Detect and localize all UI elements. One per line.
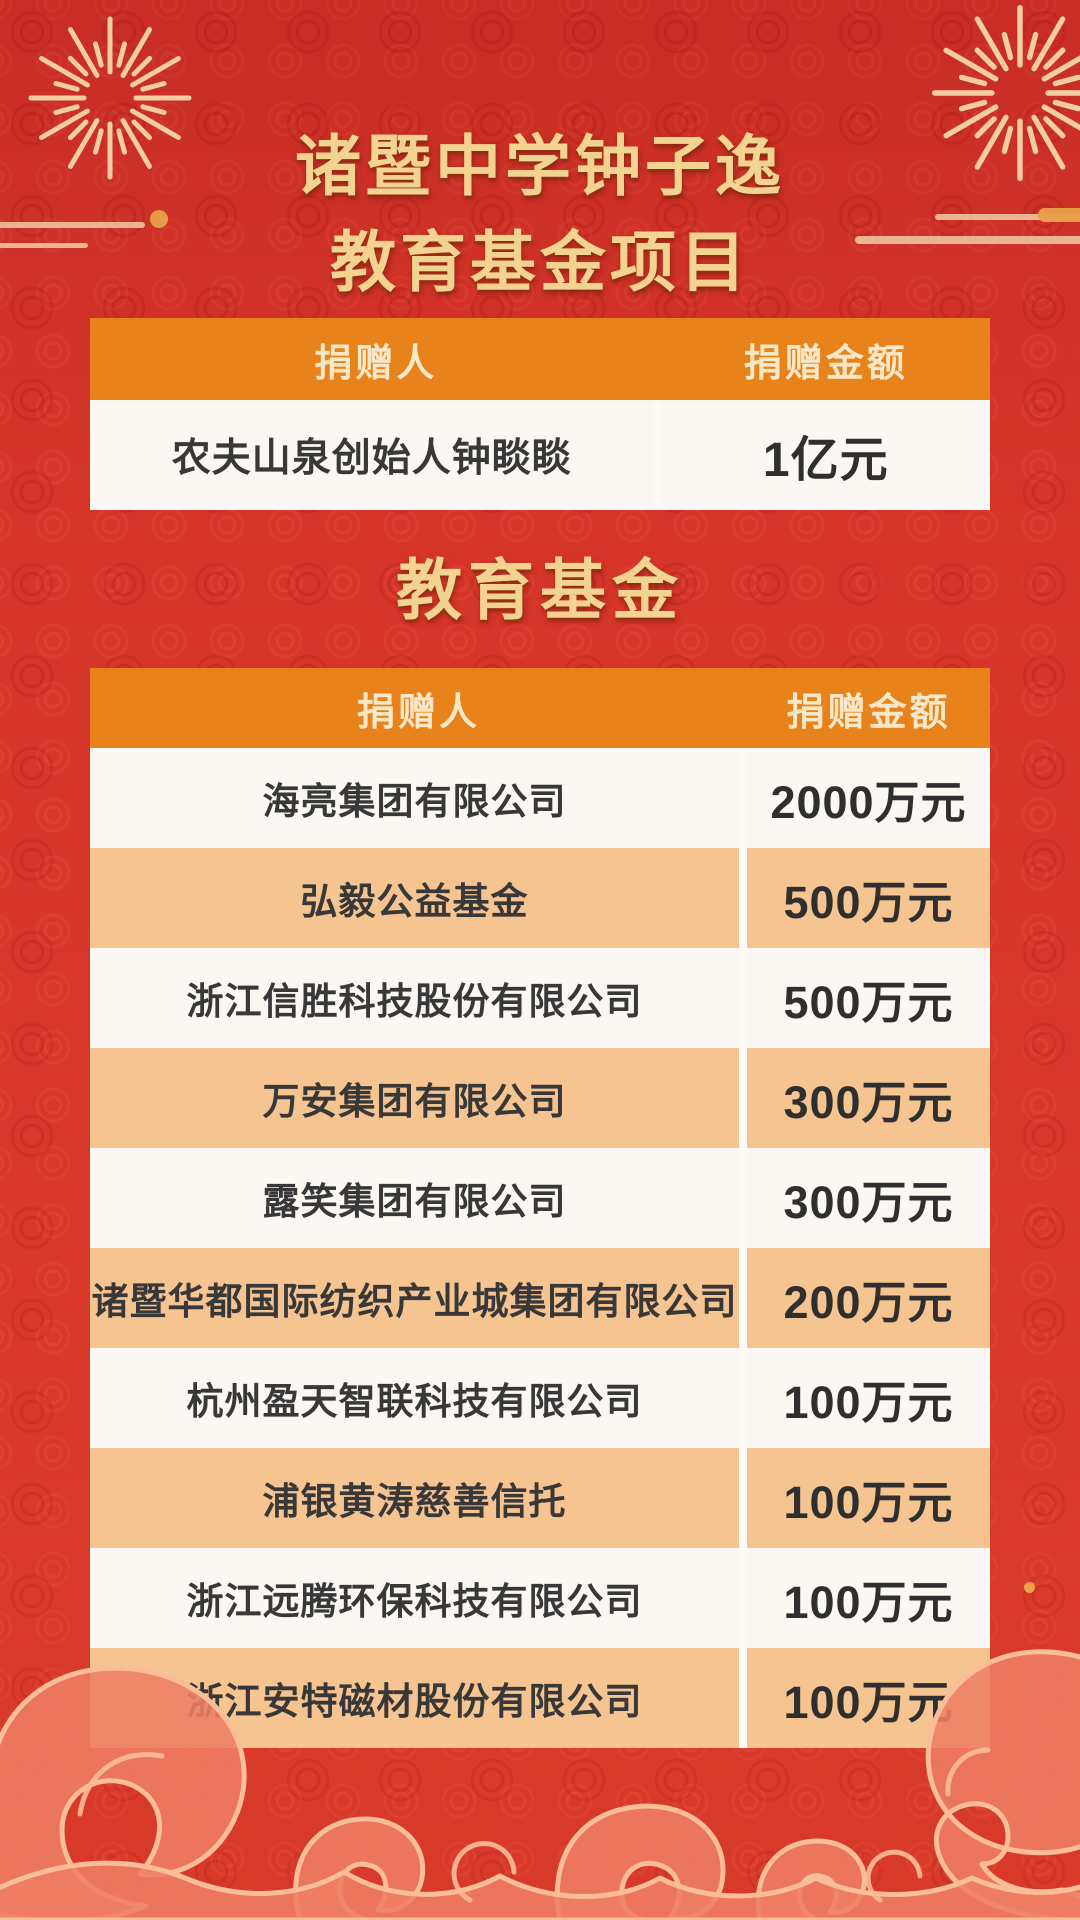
donor-cell: 浙江信胜科技股份有限公司 <box>90 948 739 1048</box>
table-row: 万安集团有限公司 300万元 <box>90 1048 990 1148</box>
fund-table-header: 捐赠人 捐赠金额 <box>90 668 990 748</box>
table-row: 海亮集团有限公司 2000万元 <box>90 748 990 848</box>
donor-cell: 万安集团有限公司 <box>90 1048 739 1148</box>
gold-spark-icon <box>1024 1582 1035 1593</box>
table-row: 农夫山泉创始人钟睒睒 1亿元 <box>90 400 990 510</box>
donor-cell: 浙江远腾环保科技有限公司 <box>90 1548 739 1648</box>
donor-cell: 农夫山泉创始人钟睒睒 <box>90 400 654 510</box>
page-title: 诸暨中学钟子逸 教育基金项目 <box>0 118 1080 310</box>
donor-cell: 海亮集团有限公司 <box>90 748 739 848</box>
amount-cell: 500万元 <box>747 848 990 948</box>
header-donor-label: 捐赠人 <box>356 691 480 734</box>
cloud-band-left-icon <box>0 222 145 228</box>
donor-cell: 杭州盈天智联科技有限公司 <box>90 1348 739 1448</box>
donor-cell: 诸暨华都国际纺织产业城集团有限公司 <box>90 1248 739 1348</box>
table-row: 弘毅公益基金 500万元 <box>90 848 990 948</box>
amount-cell: 300万元 <box>747 1148 990 1248</box>
cloud-gold-capsule-icon <box>1038 208 1080 222</box>
table-row: 杭州盈天智联科技有限公司 100万元 <box>90 1348 990 1448</box>
project-table: 捐赠人 捐赠金额 农夫山泉创始人钟睒睒 1亿元 <box>90 318 990 510</box>
amount-cell: 100万元 <box>747 1348 990 1448</box>
table-row: 露笑集团有限公司 300万元 <box>90 1148 990 1248</box>
table-row: 浙江远腾环保科技有限公司 100万元 <box>90 1548 990 1648</box>
table-row: 浙江信胜科技股份有限公司 500万元 <box>90 948 990 1048</box>
table-row: 浦银黄涛慈善信托 100万元 <box>90 1448 990 1548</box>
donor-cell: 露笑集团有限公司 <box>90 1148 739 1248</box>
title-line-2: 教育基金项目 <box>330 223 750 301</box>
donor-cell: 浦银黄涛慈善信托 <box>90 1448 739 1548</box>
waves-icon <box>0 1649 1080 1920</box>
header-donor-label: 捐赠人 <box>314 342 438 385</box>
fund-table: 捐赠人 捐赠金额 海亮集团有限公司 2000万元 弘毅公益基金 500万元 浙江… <box>90 668 990 1748</box>
project-table-header: 捐赠人 捐赠金额 <box>90 318 990 400</box>
amount-cell: 300万元 <box>747 1048 990 1148</box>
amount-cell: 200万元 <box>747 1248 990 1348</box>
table-row: 诸暨华都国际纺织产业城集团有限公司 200万元 <box>90 1248 990 1348</box>
cloud-band-right-icon <box>935 214 1080 220</box>
header-amount-label: 捐赠金额 <box>743 342 908 385</box>
header-amount-label: 捐赠金额 <box>786 691 951 734</box>
cloud-band-left-icon <box>0 243 88 248</box>
amount-cell: 100万元 <box>747 1448 990 1548</box>
amount-cell: 2000万元 <box>747 748 990 848</box>
cloud-band-right-icon <box>855 236 1080 244</box>
section-title: 教育基金 <box>396 551 684 629</box>
cloud-gold-dot-icon <box>150 210 168 228</box>
donor-cell: 弘毅公益基金 <box>90 848 739 948</box>
amount-cell: 1亿元 <box>661 400 990 510</box>
amount-cell: 500万元 <box>747 948 990 1048</box>
amount-cell: 100万元 <box>747 1548 990 1648</box>
title-line-1: 诸暨中学钟子逸 <box>295 127 785 205</box>
